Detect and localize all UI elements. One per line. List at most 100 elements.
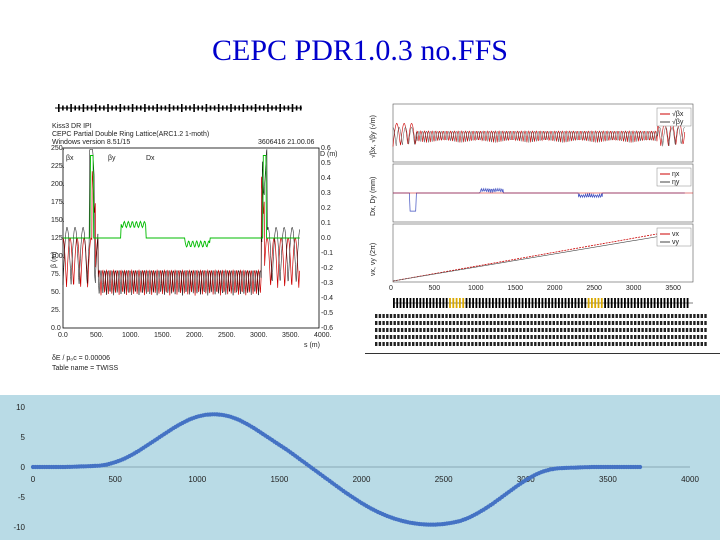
element-label-glyph (582, 342, 585, 346)
element-label-glyph (637, 321, 641, 325)
element-label-glyph (526, 342, 530, 346)
element-label-glyph (634, 335, 637, 339)
element-label-glyph (530, 342, 533, 346)
element-label-glyph (704, 342, 707, 346)
element-label-glyph (619, 321, 622, 325)
element-label-glyph (437, 321, 441, 325)
element-label-glyph (426, 342, 430, 346)
magnet-mark (148, 105, 150, 111)
element-mark (660, 298, 663, 308)
element-label-glyph (412, 328, 415, 332)
element-label-glyph (700, 335, 703, 339)
element-mark (465, 298, 468, 308)
element-label-glyph (423, 321, 426, 325)
element-label-glyph (408, 342, 411, 346)
element-label-glyph (567, 314, 570, 318)
element-label-glyph (567, 328, 570, 332)
element-mark (551, 298, 554, 308)
element-mark (627, 298, 630, 308)
element-label-glyph (541, 321, 544, 325)
element-label-glyph (523, 321, 526, 325)
element-mark (505, 298, 507, 308)
element-label-glyph (404, 314, 407, 318)
element-label-glyph (571, 342, 574, 346)
element-label-glyph (389, 328, 393, 332)
element-label-glyph (511, 335, 515, 339)
element-label-glyph (419, 321, 422, 325)
element-mark (435, 298, 438, 308)
element-mark (412, 298, 415, 308)
s-tick-label: 0.0 (58, 332, 68, 339)
magnet-mark (242, 104, 245, 112)
element-mark (409, 298, 412, 308)
element-label-glyph (497, 328, 500, 332)
element-label-glyph (634, 321, 637, 325)
beta-tick-label: 50. (51, 289, 61, 296)
element-label-glyph (508, 342, 511, 346)
beta-tick-label: 0.0 (51, 325, 61, 332)
magnet-mark (205, 104, 208, 112)
element-label-glyph (523, 342, 526, 346)
element-label-glyph (393, 314, 396, 318)
element-label-glyph (519, 321, 522, 325)
element-label-glyph (530, 335, 533, 339)
disp-tick-label: -0.3 (321, 280, 333, 287)
element-label-glyph (519, 328, 522, 332)
sqrt-beta-y-curve (392, 126, 685, 147)
element-mark (402, 298, 405, 308)
element-label-glyph (693, 321, 696, 325)
element-label-glyph (597, 321, 600, 325)
magnet-mark (172, 105, 175, 111)
element-label-glyph (515, 335, 518, 339)
element-label-glyph (534, 335, 537, 339)
stacked-lattice-plots: √βx, √βy (√m) Dx, Dy (mm) νx, νy (2π) √β… (365, 98, 720, 354)
magnet-mark (127, 105, 130, 111)
element-label-glyph (523, 314, 526, 318)
element-label-glyph (434, 342, 437, 346)
orbit-chart: 1050-5-100500100015002000250030003500400… (0, 395, 720, 540)
element-mark (521, 298, 524, 308)
element-label-glyph (452, 314, 456, 318)
element-label-glyph (452, 321, 456, 325)
element-label-glyph (663, 314, 666, 318)
element-label-glyph (493, 342, 496, 346)
magnet-mark (160, 105, 163, 111)
element-label-glyph (445, 321, 448, 325)
magnet-mark (258, 105, 261, 111)
element-label-glyph (541, 342, 544, 346)
element-mark (676, 298, 679, 308)
element-label-glyph (482, 342, 485, 346)
element-label-glyph (578, 321, 581, 325)
element-label-glyph (489, 342, 493, 346)
element-label-glyph (589, 342, 592, 346)
element-label-glyph (486, 342, 489, 346)
element-label-glyph (534, 328, 537, 332)
element-label-glyph (630, 335, 633, 339)
element-label-glyph (645, 342, 648, 346)
element-mark (498, 298, 501, 308)
element-label-glyph (667, 314, 670, 318)
element-label-glyph (619, 314, 622, 318)
element-mark (617, 298, 620, 308)
element-label-glyph (437, 335, 441, 339)
element-label-glyph (537, 342, 541, 346)
bot-ylabel: νx, νy (2π) (370, 243, 377, 276)
element-label-glyph (530, 328, 533, 332)
magnet-mark (283, 105, 286, 111)
disp-tick-label: 0.4 (321, 175, 331, 182)
element-label-glyph (537, 321, 541, 325)
element-label-glyph (441, 321, 444, 325)
element-label-glyph (652, 328, 655, 332)
element-label-glyph (449, 321, 452, 325)
element-label-glyph (552, 335, 555, 339)
element-mark (587, 298, 590, 308)
element-label-glyph (611, 328, 615, 332)
element-label-glyph (541, 314, 544, 318)
element-label-glyph (511, 314, 515, 318)
element-mark (419, 298, 422, 308)
element-label-glyph (574, 314, 578, 318)
element-label-glyph (560, 328, 563, 332)
element-label-glyph (545, 328, 548, 332)
element-mark (581, 298, 583, 308)
element-label-glyph (445, 335, 448, 339)
